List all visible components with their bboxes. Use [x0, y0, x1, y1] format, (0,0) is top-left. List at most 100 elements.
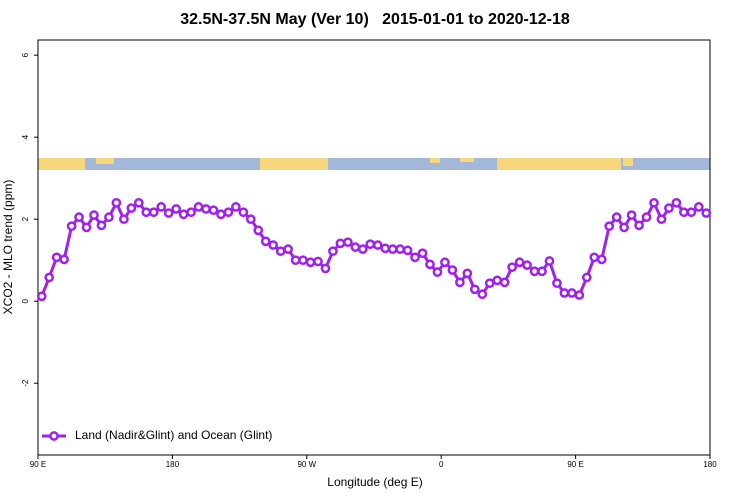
plot-frame: [37, 39, 711, 456]
data-point: [74, 212, 84, 223]
data-point: [104, 212, 114, 223]
data-point: [656, 214, 667, 225]
y-tick-label: -2: [21, 379, 30, 387]
data-point: [559, 288, 570, 298]
y-axis-label: XCO2 - MLO trend (ppm): [1, 180, 15, 315]
legend-marker: [49, 431, 59, 441]
data-point: [156, 202, 167, 212]
data-point: [223, 207, 234, 218]
data-point: [335, 238, 346, 249]
x-tick-label: 90 E: [567, 460, 583, 469]
data-point: [499, 277, 510, 288]
data-point: [283, 244, 293, 254]
y-tick-label: 6: [21, 52, 30, 57]
data-point: [275, 246, 286, 257]
data-point: [126, 203, 137, 213]
data-point: [552, 278, 562, 289]
data-point: [589, 252, 600, 263]
data-point: [529, 266, 540, 277]
data-point: [290, 255, 301, 266]
data-point: [679, 207, 689, 218]
data-point: [313, 256, 323, 267]
data-point: [178, 209, 189, 220]
data-point: [171, 204, 181, 214]
data-point: [231, 202, 241, 212]
data-point: [581, 272, 592, 283]
data-point: [350, 242, 361, 252]
data-point: [245, 214, 256, 225]
data-point: [328, 246, 338, 257]
data-point: [208, 205, 219, 216]
data-point: [387, 244, 398, 254]
data-point: [44, 272, 55, 283]
data-point: [216, 209, 226, 220]
data-point: [604, 221, 615, 232]
data-point: [425, 259, 435, 270]
land-ocean-strip: [38, 158, 710, 170]
data-point: [432, 267, 443, 277]
data-point: [81, 222, 92, 233]
data-point: [649, 197, 659, 208]
data-point: [686, 207, 697, 218]
data-point: [268, 240, 279, 250]
data-point: [596, 254, 607, 265]
data-point: [544, 256, 555, 266]
x-axis-label: Longitude (deg E): [327, 475, 422, 489]
data-point: [111, 197, 122, 208]
data-point: [133, 197, 144, 208]
data-point: [89, 210, 99, 220]
data-point: [507, 262, 517, 273]
series-line: [40, 199, 708, 297]
data-point: [343, 237, 353, 248]
data-point: [574, 290, 585, 300]
data-point: [36, 291, 47, 302]
data-point: [238, 207, 249, 218]
data-point: [567, 288, 577, 298]
data-point: [365, 239, 376, 250]
data-point: [641, 212, 652, 223]
data-point: [410, 252, 420, 263]
data-point: [611, 212, 622, 223]
data-point: [298, 255, 308, 266]
data-point: [372, 240, 383, 250]
y-tick-label: 2: [21, 216, 30, 221]
x-tick-label: 90 E: [30, 460, 46, 469]
x-tick-label: 180: [166, 460, 180, 469]
data-point: [380, 243, 391, 254]
legend-label: Land (Nadir&Glint) and Ocean (Glint): [75, 428, 272, 442]
chart-title: 32.5N-37.5N May (Ver 10) 2015-01-01 to 2…: [180, 11, 570, 28]
data-point: [671, 197, 682, 208]
data-point: [59, 254, 69, 265]
data-point: [514, 257, 525, 268]
data-point: [626, 210, 637, 220]
data-point: [141, 207, 152, 218]
x-tick-label: 90 W: [297, 460, 316, 469]
data-point: [66, 221, 77, 232]
data-point: [455, 277, 465, 288]
data-point: [402, 245, 413, 256]
data-point: [447, 265, 458, 275]
data-point: [693, 202, 704, 212]
data-point: [305, 257, 316, 268]
data-point: [619, 222, 629, 233]
data-point: [96, 220, 107, 231]
data-point: [148, 207, 159, 218]
data-point: [253, 225, 264, 236]
data-point: [119, 214, 129, 225]
data-point: [477, 289, 488, 300]
data-point: [193, 202, 204, 212]
data-point: [701, 208, 712, 218]
data-point: [201, 204, 211, 214]
data-point: [51, 252, 62, 263]
data-point: [484, 278, 495, 289]
data-point: [357, 244, 368, 254]
data-point: [492, 275, 503, 286]
data-point: [664, 203, 674, 213]
data-point: [469, 284, 480, 295]
data-point: [395, 244, 405, 254]
data-point: [320, 263, 331, 274]
data-point: [417, 248, 428, 259]
data-point: [163, 208, 174, 218]
y-tick-label: 0: [21, 298, 30, 303]
